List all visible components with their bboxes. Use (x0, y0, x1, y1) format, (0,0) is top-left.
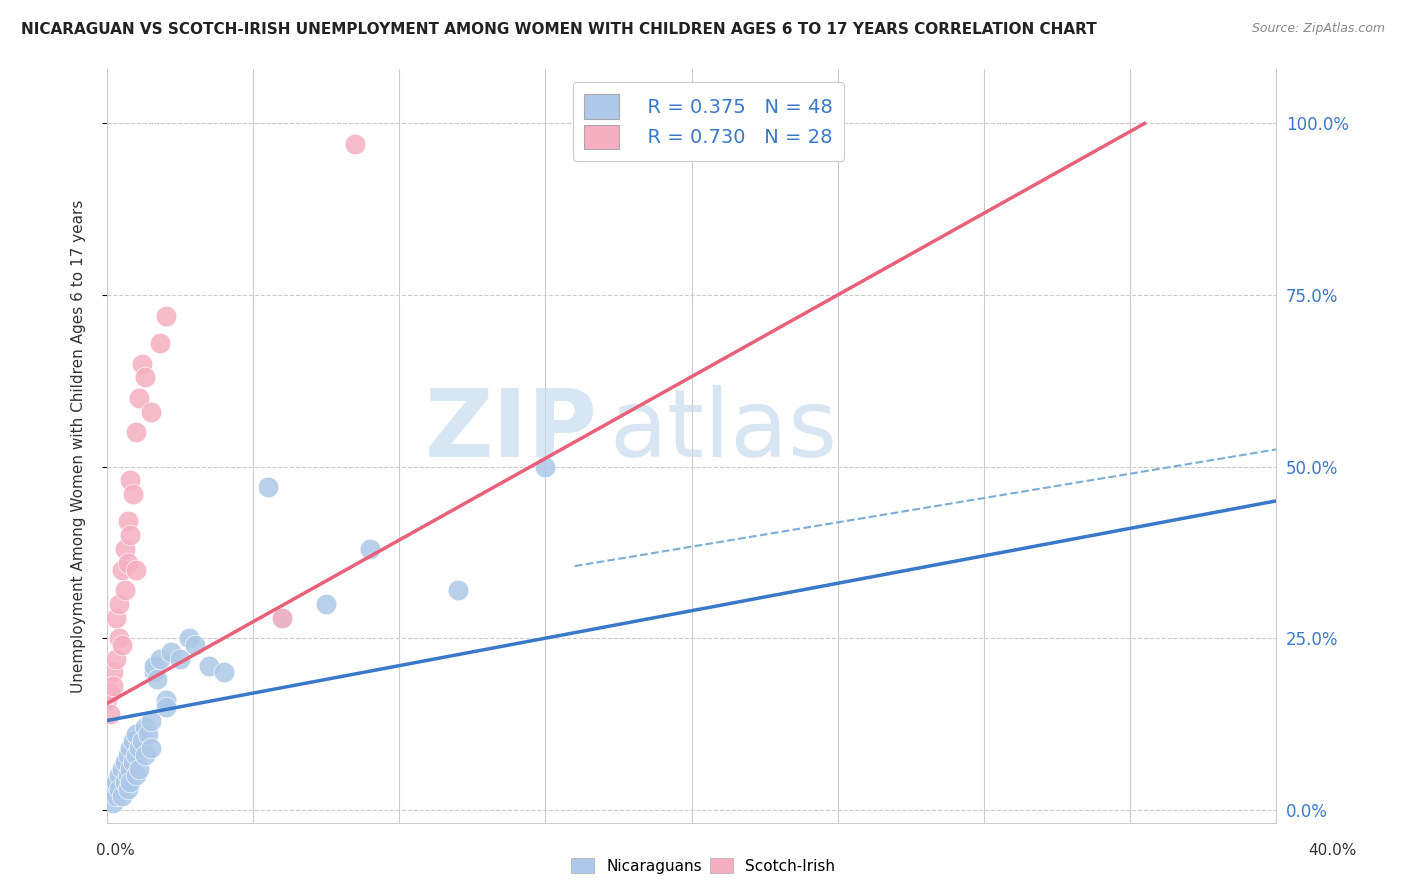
Point (128, 391, 150, 405)
Point (212, 665, 235, 680)
Point (117, 768, 139, 782)
Point (104, 789, 127, 803)
Point (139, 405, 162, 419)
Point (177, 631, 200, 645)
Point (169, 652, 191, 666)
Point (155, 693, 177, 707)
Point (125, 562, 148, 576)
Text: 0.0%: 0.0% (96, 843, 135, 858)
Point (101, 679, 124, 693)
Point (131, 357, 153, 371)
Point (149, 652, 172, 666)
Point (117, 747, 139, 762)
Point (534, 459, 557, 474)
Point (96, 693, 118, 707)
Point (198, 658, 221, 673)
Point (142, 665, 165, 680)
Point (111, 638, 134, 652)
Point (359, 541, 381, 556)
Point (344, 136, 367, 151)
Point (120, 762, 142, 776)
Point (120, 528, 142, 542)
Point (117, 556, 139, 570)
Point (184, 638, 207, 652)
Legend:   R = 0.375   N = 48,   R = 0.730   N = 28: R = 0.375 N = 48, R = 0.730 N = 28 (572, 82, 845, 161)
Point (122, 734, 145, 748)
Point (107, 782, 129, 797)
Point (134, 720, 156, 734)
Point (120, 741, 142, 756)
Legend: Nicaraguans, Scotch-Irish: Nicaraguans, Scotch-Irish (565, 852, 841, 880)
Point (107, 768, 129, 782)
Point (101, 796, 124, 810)
Point (114, 775, 136, 789)
Point (101, 782, 124, 797)
Point (160, 645, 183, 659)
Point (114, 541, 136, 556)
Point (155, 699, 177, 714)
Point (125, 768, 148, 782)
Point (145, 673, 167, 687)
Point (315, 597, 337, 611)
Point (111, 762, 134, 776)
Point (125, 727, 148, 741)
Point (271, 610, 294, 624)
Point (128, 741, 150, 756)
Point (142, 658, 165, 673)
Point (447, 583, 470, 598)
Text: 40.0%: 40.0% (1309, 843, 1357, 858)
Point (104, 652, 127, 666)
Y-axis label: Unemployment Among Women with Children Ages 6 to 17 years: Unemployment Among Women with Children A… (72, 199, 86, 693)
Point (122, 755, 145, 769)
Point (101, 665, 124, 680)
Point (111, 562, 134, 576)
Point (117, 782, 139, 797)
Point (120, 473, 142, 487)
Point (120, 775, 142, 789)
Point (155, 309, 177, 323)
Point (139, 741, 162, 756)
Point (122, 487, 145, 501)
Point (107, 631, 129, 645)
Point (139, 714, 162, 728)
Point (104, 775, 127, 789)
Point (125, 425, 148, 440)
Point (131, 734, 153, 748)
Text: NICARAGUAN VS SCOTCH-IRISH UNEMPLOYMENT AMONG WOMEN WITH CHILDREN AGES 6 TO 17 Y: NICARAGUAN VS SCOTCH-IRISH UNEMPLOYMENT … (21, 22, 1097, 37)
Point (114, 583, 136, 598)
Point (107, 597, 129, 611)
Point (134, 747, 156, 762)
Point (111, 789, 134, 803)
Point (98, 686, 121, 700)
Point (271, 610, 294, 624)
Point (134, 370, 156, 384)
Point (98, 789, 121, 803)
Point (125, 747, 148, 762)
Point (98, 706, 121, 721)
Point (136, 727, 159, 741)
Point (114, 755, 136, 769)
Text: Source: ZipAtlas.com: Source: ZipAtlas.com (1251, 22, 1385, 36)
Text: atlas: atlas (610, 385, 838, 477)
Point (104, 610, 127, 624)
Point (149, 336, 172, 351)
Point (128, 762, 150, 776)
Text: ZIP: ZIP (425, 385, 598, 477)
Point (117, 515, 139, 529)
Point (256, 480, 278, 494)
